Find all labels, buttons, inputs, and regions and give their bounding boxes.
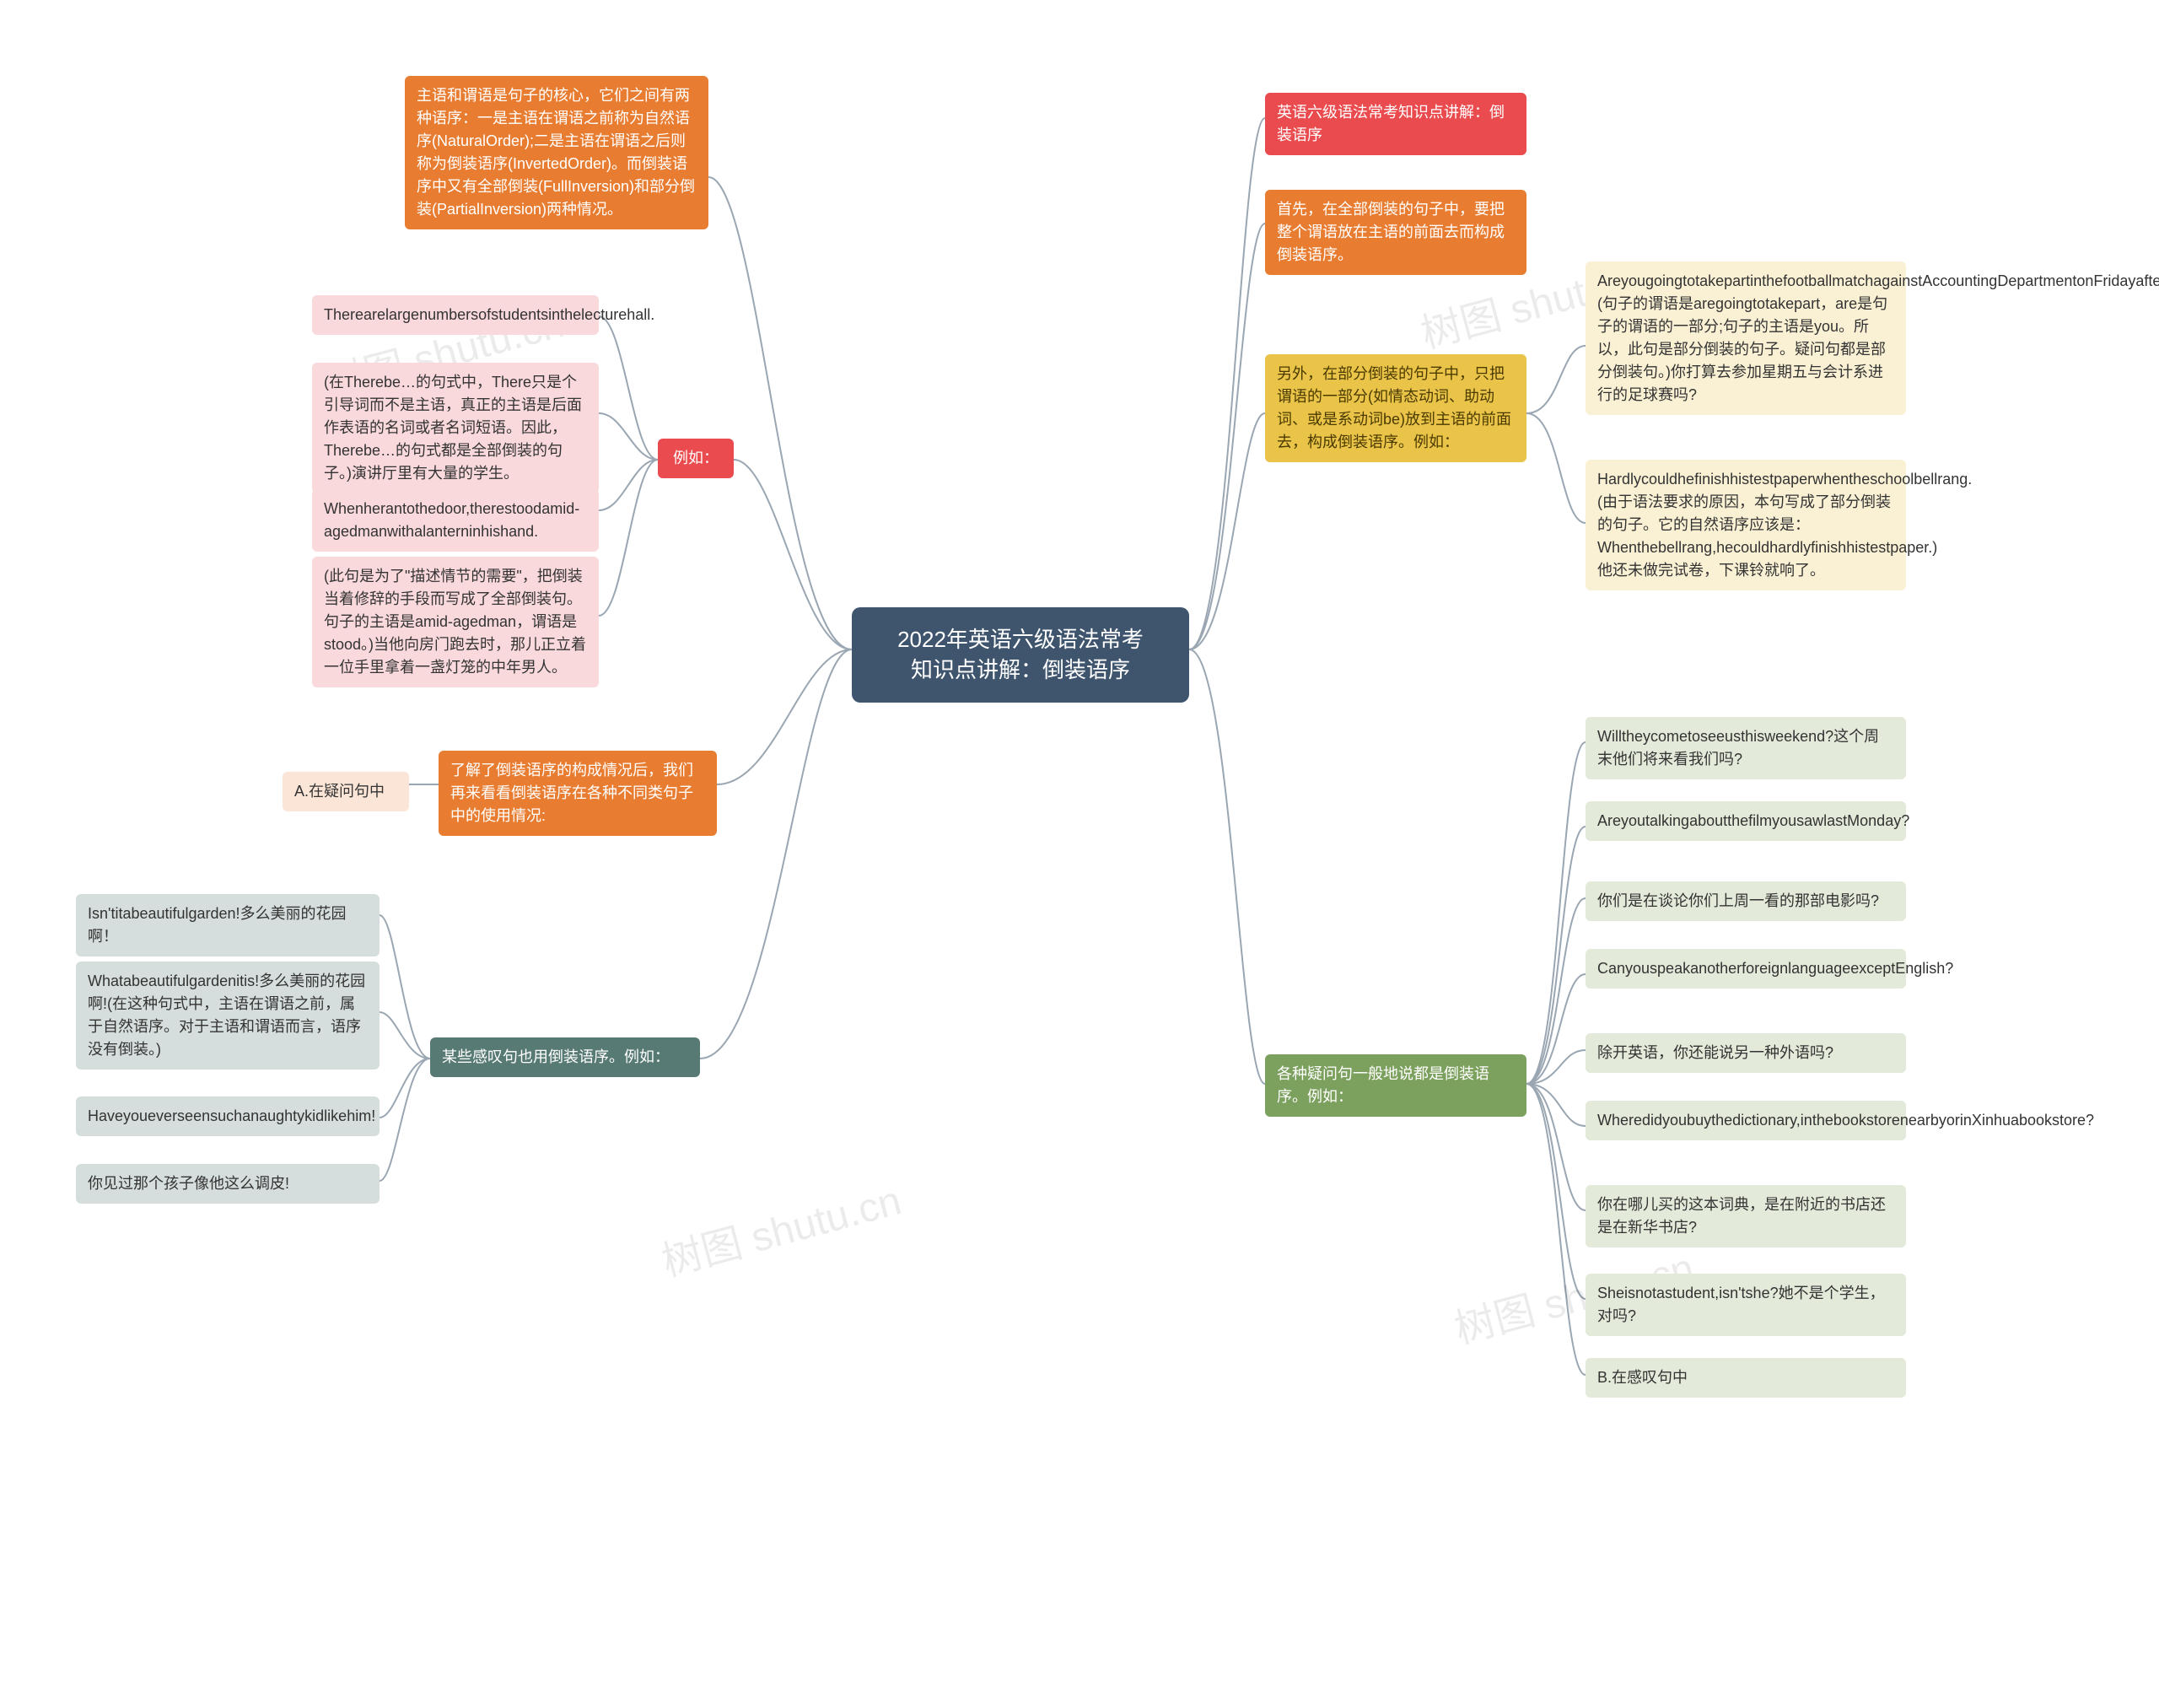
- center-title-2: 知识点讲解：倒装语序: [911, 657, 1130, 682]
- right-r4-child-7: Sheisnotastudent,isn'tshe?她不是个学生，对吗?: [1586, 1274, 1906, 1336]
- left-b1: 主语和谓语是句子的核心，它们之间有两种语序：一是主语在谓语之前称为自然语序(Na…: [405, 76, 708, 229]
- right-r4-child-4: 除开英语，你还能说另一种外语吗?: [1586, 1033, 1906, 1073]
- watermark: 树图 shutu.cn: [654, 1167, 907, 1288]
- right-r4-child-8: B.在感叹句中: [1586, 1358, 1906, 1398]
- right-r4-child-0: Willtheycometoseeusthisweekend?这个周末他们将来看…: [1586, 717, 1906, 779]
- right-r4-child-6: 你在哪儿买的这本词典，是在附近的书店还是在新华书店?: [1586, 1185, 1906, 1247]
- left-b4-child-1: Whatabeautifulgardenitis!多么美丽的花园啊!(在这种句式…: [76, 962, 380, 1070]
- center-node: 2022年英语六级语法常考 知识点讲解：倒装语序: [852, 607, 1189, 703]
- left-b4-child-0: Isn'titabeautifulgarden!多么美丽的花园啊！: [76, 894, 380, 956]
- left-b2-label-text: 例如：: [673, 450, 719, 466]
- connector-svg: [0, 0, 2159, 1708]
- right-r4-child-3: CanyouspeakanotherforeignlanguageexceptE…: [1586, 949, 1906, 989]
- left-b2-child-2: Whenherantothedoor,therestoodamid-agedma…: [312, 489, 599, 552]
- center-title-1: 2022年英语六级语法常考: [897, 627, 1144, 652]
- left-b1-text: 主语和谓语是句子的核心，它们之间有两种语序：一是主语在谓语之前称为自然语序(Na…: [417, 87, 695, 218]
- right-r4: 各种疑问句一般地说都是倒装语序。例如：: [1265, 1054, 1526, 1117]
- right-r1: 英语六级语法常考知识点讲解：倒装语序: [1265, 93, 1526, 155]
- right-r4-child-2: 你们是在谈论你们上周一看的那部电影吗?: [1586, 881, 1906, 921]
- left-b4-child-3: 你见过那个孩子像他这么调皮!: [76, 1164, 380, 1204]
- right-r4-child-5: Wheredidyoubuythedictionary,inthebooksto…: [1586, 1101, 1906, 1140]
- right-r2: 首先，在全部倒装的句子中，要把整个谓语放在主语的前面去而构成倒装语序。: [1265, 190, 1526, 275]
- left-b2-label: 例如：: [658, 439, 734, 478]
- left-b2-child-0: Therearelargenumbersofstudentsinthelectu…: [312, 295, 599, 335]
- left-b3-child: A.在疑问句中: [283, 772, 409, 811]
- left-b4-label: 某些感叹句也用倒装语序。例如：: [430, 1037, 700, 1077]
- left-b2-child-3: (此句是为了"描述情节的需要"，把倒装当着修辞的手段而写成了全部倒装句。句子的主…: [312, 557, 599, 687]
- right-r3: 另外，在部分倒装的句子中，只把谓语的一部分(如情态动词、助动词、或是系动词be)…: [1265, 354, 1526, 462]
- left-b3: 了解了倒装语序的构成情况后，我们再来看看倒装语序在各种不同类句子中的使用情况:: [439, 751, 717, 836]
- right-r3-child-1: Hardlycouldhefinishhistestpaperwhenthesc…: [1586, 460, 1906, 590]
- left-b2-child-1: (在Therebe…的句式中，There只是个引导词而不是主语，真正的主语是后面…: [312, 363, 599, 493]
- right-r3-child-0: Areyougoingtotakepartinthefootballmatcha…: [1586, 261, 1906, 415]
- left-b4-child-2: Haveyoueverseensuchanaughtykidlikehim!: [76, 1096, 380, 1136]
- right-r4-child-1: AreyoutalkingaboutthefilmyousawlastMonda…: [1586, 801, 1906, 841]
